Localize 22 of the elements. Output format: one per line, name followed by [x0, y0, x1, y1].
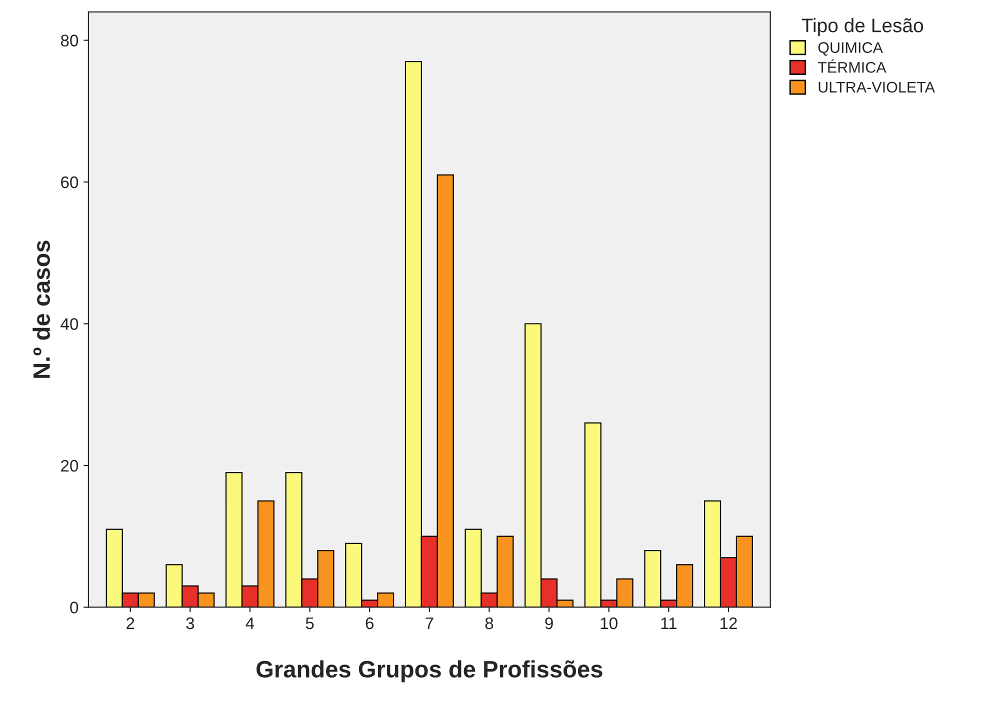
- legend-label: ULTRA-VIOLETA: [818, 82, 936, 93]
- legend-label: TÉRMICA: [818, 59, 886, 73]
- y-tick-label: 60: [61, 176, 78, 188]
- x-tick-label: 4: [246, 618, 254, 630]
- y-tick-label: 40: [60, 318, 78, 330]
- legend-label: QUIMICA: [818, 42, 883, 56]
- x-tick-label: 11: [661, 618, 677, 630]
- x-tick-label: 6: [366, 617, 374, 630]
- legend-title: Tipo de Lesão: [802, 18, 924, 36]
- x-tick-label: 12: [720, 617, 737, 630]
- x-tick-label: 8: [485, 617, 494, 630]
- x-tick-label: 2: [126, 617, 134, 630]
- y-axis-title: N.º de casos: [32, 240, 50, 378]
- y-tick-label: 20: [61, 460, 78, 472]
- y-tick-label: 80: [60, 34, 78, 46]
- x-tick-label: 10: [600, 617, 618, 630]
- y-tick-label: 0: [70, 602, 78, 614]
- x-tick-label: 5: [306, 618, 314, 630]
- x-tick-label: 7: [426, 618, 434, 630]
- x-tick-label: 9: [545, 617, 553, 630]
- x-tick-label: 3: [186, 617, 194, 630]
- x-axis-title: Grandes Grupos de Profissões: [256, 660, 602, 682]
